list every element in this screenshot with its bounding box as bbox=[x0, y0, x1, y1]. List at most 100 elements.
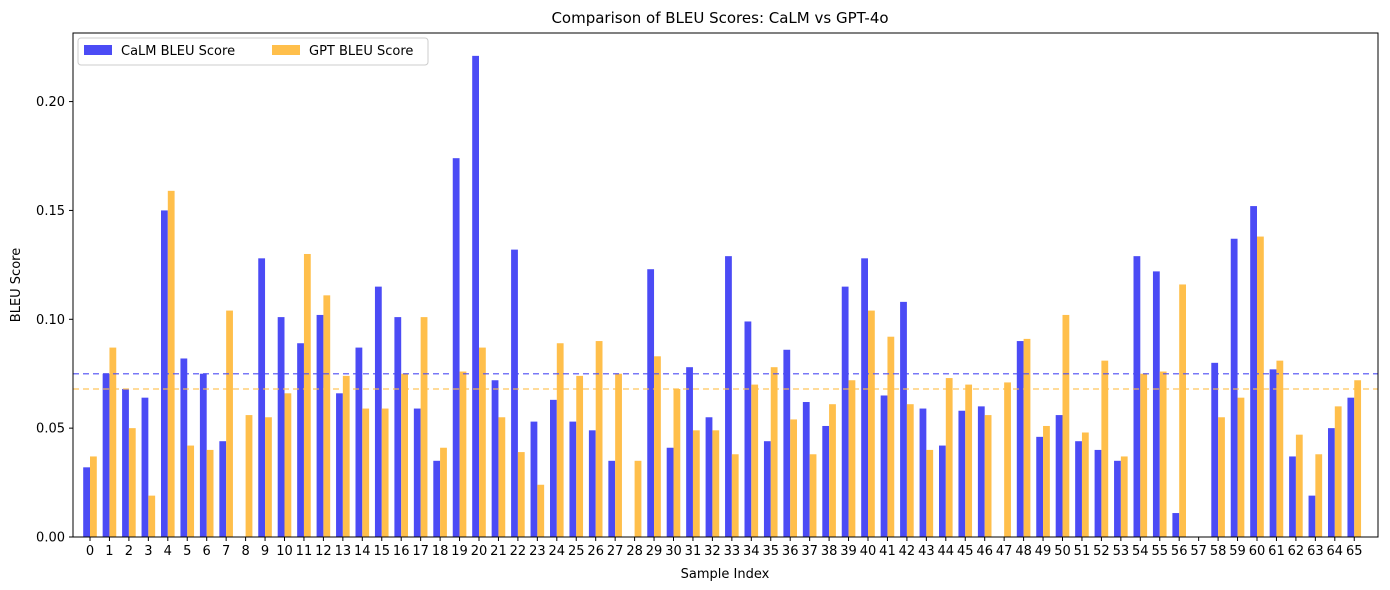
x-tick-label-19: 19 bbox=[451, 544, 468, 559]
calm-bar-9 bbox=[258, 258, 266, 537]
calm-bar-29 bbox=[647, 269, 655, 537]
calm-bar-64 bbox=[1328, 428, 1335, 537]
x-tick-label-6: 6 bbox=[203, 544, 211, 559]
calm-bar-1 bbox=[102, 373, 110, 537]
legend-label-gpt: GPT BLEU Score bbox=[309, 44, 413, 59]
gpt-bar-38 bbox=[829, 404, 836, 537]
y-tick-label-1: 0.05 bbox=[36, 422, 65, 437]
x-tick-label-31: 31 bbox=[685, 544, 702, 559]
gpt-bar-32 bbox=[712, 430, 720, 537]
gpt-bar-16 bbox=[401, 373, 408, 537]
x-tick-label-52: 52 bbox=[1093, 544, 1110, 559]
x-tick-label-22: 22 bbox=[510, 544, 527, 559]
gpt-bar-7 bbox=[226, 310, 233, 537]
calm-bar-39 bbox=[841, 286, 849, 537]
gpt-bar-26 bbox=[595, 341, 603, 537]
calm-bar-18 bbox=[433, 460, 441, 537]
gpt-bar-65 bbox=[1354, 380, 1362, 537]
gpt-bar-62 bbox=[1295, 434, 1303, 537]
x-tick-label-36: 36 bbox=[782, 544, 799, 559]
x-tick-label-38: 38 bbox=[821, 544, 838, 559]
calm-bar-7 bbox=[219, 441, 227, 537]
gpt-bar-4 bbox=[167, 190, 175, 537]
x-tick-label-17: 17 bbox=[412, 544, 429, 559]
gpt-bar-39 bbox=[848, 380, 856, 537]
calm-bar-61 bbox=[1269, 369, 1277, 537]
calm-bar-45 bbox=[958, 410, 966, 537]
gpt-bar-37 bbox=[809, 454, 817, 537]
calm-bar-13 bbox=[336, 393, 343, 537]
x-tick-label-61: 61 bbox=[1268, 544, 1285, 559]
gpt-bar-60 bbox=[1257, 236, 1264, 537]
x-tick-label-41: 41 bbox=[879, 544, 896, 559]
calm-bar-31 bbox=[686, 367, 693, 537]
legend: CaLM BLEU Score GPT BLEU Score bbox=[77, 37, 429, 66]
gpt-bar-17 bbox=[420, 317, 428, 537]
calm-bar-16 bbox=[394, 317, 402, 537]
x-tick-label-8: 8 bbox=[241, 544, 249, 559]
x-tick-label-48: 48 bbox=[1015, 544, 1032, 559]
legend-label-calm: CaLM BLEU Score bbox=[121, 44, 235, 59]
x-tick-label-44: 44 bbox=[938, 544, 955, 559]
x-tick-label-12: 12 bbox=[315, 544, 332, 559]
plot-frame bbox=[72, 32, 1379, 538]
x-axis: 0 1 2 3 4 5 6 7 8 9 10 11 12 13 14 15 16 17 18 19 20 21 22 23 24… bbox=[86, 537, 1363, 559]
calm-bar-38 bbox=[822, 425, 830, 537]
calm-bar-32 bbox=[705, 417, 713, 537]
calm-bar-0 bbox=[83, 467, 90, 537]
calm-bar-59 bbox=[1230, 238, 1238, 538]
calm-bar-63 bbox=[1308, 495, 1316, 537]
x-tick-label-16: 16 bbox=[393, 544, 410, 559]
gpt-bar-43 bbox=[926, 449, 934, 537]
calm-bar-44 bbox=[939, 445, 946, 537]
calm-bar-12 bbox=[316, 314, 324, 537]
x-tick-label-1: 1 bbox=[105, 544, 113, 559]
gpt-bar-64 bbox=[1334, 406, 1342, 537]
calm-bar-6 bbox=[199, 373, 207, 537]
gpt-bar-50 bbox=[1062, 314, 1070, 537]
calm-bar-65 bbox=[1347, 397, 1355, 537]
calm-bar-14 bbox=[355, 347, 363, 537]
y-axis: 0.00 0.05 0.10 0.15 0.20 bbox=[36, 95, 73, 546]
gpt-bar-33 bbox=[731, 454, 739, 537]
gpt-bar-35 bbox=[770, 367, 778, 537]
calm-bar-52 bbox=[1094, 449, 1102, 537]
gpt-bar-12 bbox=[323, 295, 331, 537]
gpt-bar-58 bbox=[1218, 417, 1225, 537]
gpt-bar-63 bbox=[1315, 454, 1323, 537]
gpt-bar-52 bbox=[1101, 360, 1109, 537]
x-tick-label-9: 9 bbox=[261, 544, 269, 559]
x-tick-label-26: 26 bbox=[587, 544, 604, 559]
gpt-bar-0 bbox=[90, 456, 97, 537]
x-tick-label-18: 18 bbox=[432, 544, 449, 559]
gpt-bar-3 bbox=[148, 495, 156, 537]
calm-bar-11 bbox=[297, 343, 304, 537]
calm-bar-5 bbox=[180, 358, 188, 537]
x-tick-label-5: 5 bbox=[183, 544, 191, 559]
y-axis-label: BLEU Score bbox=[9, 248, 24, 322]
calm-bar-35 bbox=[763, 441, 771, 537]
calm-bar-49 bbox=[1036, 436, 1044, 537]
calm-bar-42 bbox=[900, 301, 907, 537]
x-tick-label-46: 46 bbox=[976, 544, 993, 559]
calm-bar-51 bbox=[1075, 441, 1082, 537]
gpt-bar-51 bbox=[1081, 432, 1089, 537]
calm-bar-30 bbox=[666, 447, 674, 537]
legend-box bbox=[77, 37, 429, 66]
gpt-bar-24 bbox=[556, 343, 564, 537]
y-tick-label-0: 0.00 bbox=[36, 531, 65, 546]
x-tick-label-64: 64 bbox=[1327, 544, 1344, 559]
gpt-bar-18 bbox=[440, 447, 447, 537]
x-tick-label-24: 24 bbox=[549, 544, 566, 559]
calm-bar-56 bbox=[1172, 513, 1180, 537]
gpt-bar-11 bbox=[303, 253, 311, 538]
calm-bar-50 bbox=[1055, 415, 1063, 537]
x-tick-label-2: 2 bbox=[125, 544, 133, 559]
x-tick-label-28: 28 bbox=[626, 544, 643, 559]
gpt-bar-13 bbox=[342, 375, 350, 537]
x-tick-label-27: 27 bbox=[607, 544, 624, 559]
gpt-bar-27 bbox=[615, 373, 622, 537]
calm-bar-21 bbox=[491, 380, 499, 537]
y-tick-label-2: 0.10 bbox=[36, 313, 65, 328]
gpt-bar-55 bbox=[1159, 371, 1167, 537]
